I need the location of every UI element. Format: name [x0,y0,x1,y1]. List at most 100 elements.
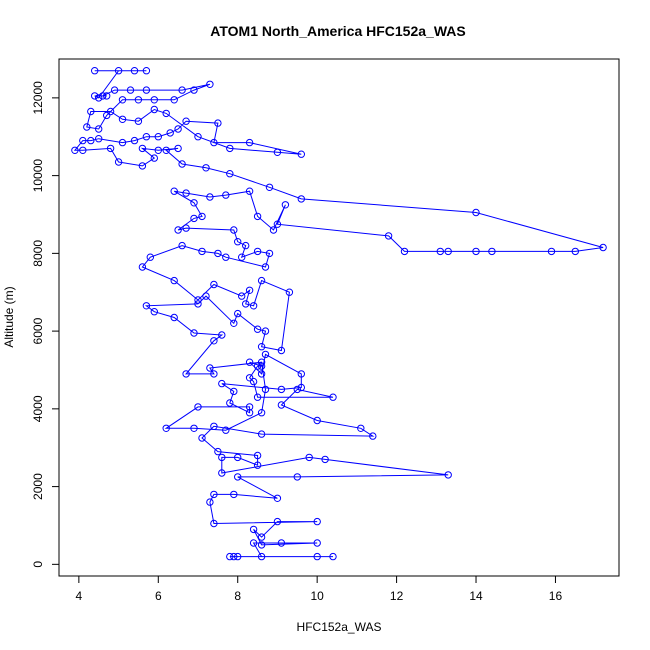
data-point [150,308,159,316]
y-tick-label: 0 [31,561,45,568]
data-point [182,189,190,197]
data-point [206,364,214,372]
data-point [245,358,254,366]
data-point [126,86,135,94]
data-point [269,226,278,234]
data-point [329,552,337,561]
data-point [83,123,91,131]
data-point [170,313,178,322]
x-tick-label: 6 [155,589,162,603]
data-point [285,288,294,296]
data-point [257,409,266,417]
data-point [218,453,226,462]
data-point [257,343,266,351]
data-point [194,403,202,411]
data-point [194,300,202,308]
data-point [234,309,242,318]
x-axis: 4 6 8 10 12 14 16 [76,575,563,603]
data-point [273,220,282,228]
data-point [134,96,143,104]
x-tick-label: 10 [310,589,324,603]
data-point [95,125,103,133]
y-tick-label: 6000 [31,317,45,344]
y-tick-label: 4000 [31,395,45,422]
data-point [130,67,139,75]
y-axis-label: Altitude (m) [2,286,16,347]
data-point [214,447,222,456]
data-point [142,133,151,141]
data-point [194,296,202,304]
data-point [162,109,170,118]
x-tick-label: 12 [390,589,404,603]
data-point [257,358,266,366]
data-point [245,187,254,195]
data-point [170,276,178,285]
data-point [357,424,365,432]
data-point [257,276,266,285]
data-point [190,424,198,432]
series-line [73,70,604,558]
data-point [202,292,210,300]
data-point [106,107,115,116]
data-point [150,154,159,162]
y-tick-label: 12000 [31,81,45,115]
data-point [118,115,127,124]
data-point [150,105,159,114]
data-point [234,473,242,481]
data-point [198,247,206,256]
y-tick-label: 2000 [31,473,45,500]
data-point [253,362,262,370]
data-point [91,92,99,100]
x-tick-label: 16 [549,589,563,603]
data-point [245,403,254,411]
data-point [261,263,270,271]
data-point [273,148,282,157]
data-point [218,469,226,477]
data-point [103,111,111,120]
data-point [198,434,206,442]
chart-title: ATOM1 North_America HFC152a_WAS [210,23,465,39]
data-point [230,319,238,327]
data-point [273,494,282,502]
data-point [245,409,254,417]
data-point [214,119,222,127]
data-point [178,86,186,94]
data-point [206,498,214,506]
data-point [210,490,218,499]
x-tick-label: 4 [76,589,83,603]
data-point [162,146,170,155]
data-point [202,164,210,172]
series-points [71,67,607,561]
data-point [182,224,190,232]
data-point [198,212,206,221]
data-point [142,67,151,75]
data-point [222,253,230,261]
data-point [103,92,111,100]
data-point [222,426,230,434]
data-point [71,146,79,155]
data-point [226,170,234,178]
data-point [210,138,218,147]
data-point [118,138,127,147]
data-point [253,212,262,221]
data-point [190,86,198,94]
data-point [253,461,262,469]
y-axis: 0 2000 4000 6000 8000 10000 12000 [31,81,60,568]
data-point [222,191,230,199]
x-tick-label: 8 [234,589,241,603]
data-point [257,370,266,378]
data-point [178,160,186,168]
data-point [234,238,242,246]
data-point [297,383,305,392]
data-point [369,432,377,440]
data-point [234,453,242,462]
data-point [142,86,151,94]
data-point [138,162,147,170]
data-point [106,144,115,153]
data-point [226,552,234,561]
data-point [91,67,99,75]
data-point [472,247,480,256]
data-point [297,195,305,203]
data-point [170,96,178,104]
data-point [257,430,266,438]
